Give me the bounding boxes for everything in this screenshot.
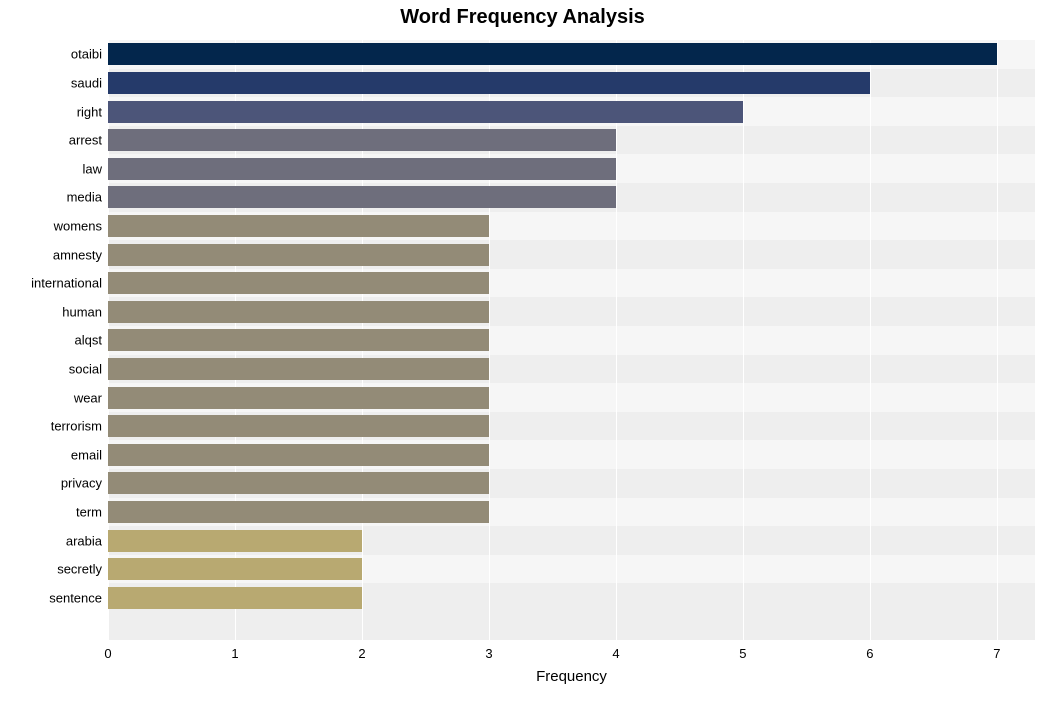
grid-line (870, 40, 871, 640)
y-tick-label: right (77, 105, 108, 118)
y-tick-label: human (62, 305, 108, 318)
y-tick-label: social (69, 362, 108, 375)
plot-area (108, 40, 1035, 640)
y-tick-label: email (71, 448, 108, 461)
x-tick-label: 2 (358, 646, 365, 661)
y-tick-label: arrest (69, 134, 108, 147)
bar (108, 530, 362, 552)
bar (108, 358, 489, 380)
y-tick-label: alqst (75, 334, 108, 347)
bar (108, 129, 616, 151)
bar (108, 215, 489, 237)
bar (108, 472, 489, 494)
y-tick-label: sentence (49, 591, 108, 604)
bar (108, 415, 489, 437)
bar (108, 158, 616, 180)
grid-line (743, 40, 744, 640)
bar (108, 329, 489, 351)
y-tick-label: otaibi (71, 48, 108, 61)
bar (108, 444, 489, 466)
y-tick-label: media (67, 191, 108, 204)
bar (108, 72, 870, 94)
x-tick-label: 1 (231, 646, 238, 661)
y-tick-label: international (31, 277, 108, 290)
x-axis-label: Frequency (108, 668, 1035, 685)
y-tick-label: term (76, 505, 108, 518)
y-axis-labels: otaibi saudi right arrest law media womens amne… (0, 40, 108, 640)
bar (108, 587, 362, 609)
grid-line (997, 40, 998, 640)
y-tick-label: terrorism (51, 420, 108, 433)
y-tick-label: privacy (61, 477, 108, 490)
bar (108, 43, 997, 65)
bar (108, 558, 362, 580)
y-tick-label: womens (54, 219, 108, 232)
y-tick-label: law (82, 162, 108, 175)
chart-title: Word Frequency Analysis (0, 6, 1045, 29)
x-tick-label: 5 (739, 646, 746, 661)
y-tick-label: arabia (66, 534, 108, 547)
bar (108, 272, 489, 294)
y-tick-label: saudi (71, 76, 108, 89)
bar (108, 186, 616, 208)
x-tick-label: 3 (485, 646, 492, 661)
bar (108, 101, 743, 123)
x-tick-label: 6 (866, 646, 873, 661)
bar (108, 387, 489, 409)
chart-container: Word Frequency Analysis otaibi saudi right… (0, 0, 1045, 701)
bar (108, 244, 489, 266)
x-tick-label: 4 (612, 646, 619, 661)
y-tick-label: wear (74, 391, 108, 404)
x-tick-label: 7 (993, 646, 1000, 661)
grid-line (616, 40, 617, 640)
bar (108, 501, 489, 523)
y-tick-label: secretly (57, 563, 108, 576)
bar (108, 301, 489, 323)
x-tick-label: 0 (104, 646, 111, 661)
y-tick-label: amnesty (53, 248, 108, 261)
